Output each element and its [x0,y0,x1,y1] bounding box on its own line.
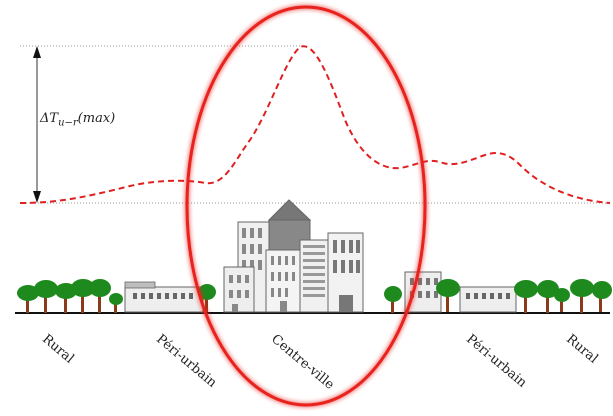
delta-label-suffix: (max) [77,111,116,126]
rural-trees-right [514,279,612,313]
delta-temperature-label: ΔTu−r(max) [40,111,115,129]
temperature-curve [19,45,611,204]
rural-trees-left [17,279,123,313]
city-centre-buildings [223,199,364,313]
city-centre-highlight-ellipse [185,5,427,407]
peri-urban-buildings-right [384,271,517,313]
delta-temperature-arrow [33,46,41,203]
delta-label-subscript: u−r [58,117,78,129]
delta-label-base: ΔT [40,111,59,126]
peri-urban-buildings-left [124,281,216,313]
